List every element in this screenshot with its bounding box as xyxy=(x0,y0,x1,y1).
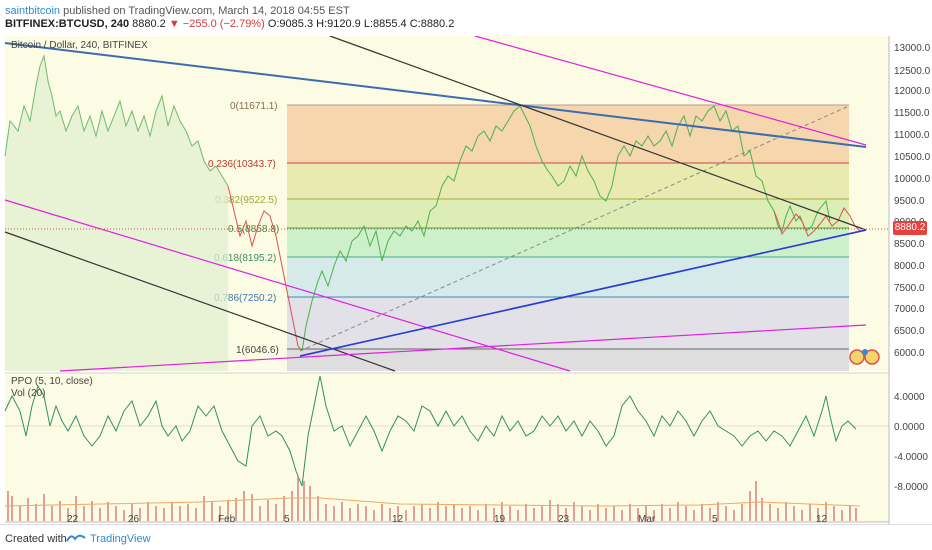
fib-band-786-1 xyxy=(287,297,849,349)
svg-text:11000.0: 11000.0 xyxy=(894,130,930,141)
ppo-pane-bg xyxy=(5,374,889,522)
trendline-magenta-bottom[interactable] xyxy=(59,324,867,372)
svg-text:12500.0: 12500.0 xyxy=(894,66,931,77)
svg-text:5: 5 xyxy=(712,514,718,524)
trendline-black-lower[interactable] xyxy=(4,231,396,372)
volume-bars xyxy=(4,476,861,521)
publish-info: saintbitcoin published on TradingView.co… xyxy=(5,5,350,17)
svg-text:10000.0: 10000.0 xyxy=(894,174,931,185)
change-value: ▼ −255.0 (−2.79%) xyxy=(168,18,265,30)
svg-text:8000.0: 8000.0 xyxy=(894,261,925,272)
svg-text:-4.0000: -4.0000 xyxy=(894,452,928,463)
price-area-fill xyxy=(5,56,228,371)
ohlc-values: O:9085.3 H:9120.9 L:8855.4 C:8880.2 xyxy=(267,18,455,30)
svg-text:12: 12 xyxy=(816,514,828,524)
ppo-pane-title: PPO (5, 10, close) xyxy=(11,376,93,387)
svg-text:5: 5 xyxy=(284,514,290,524)
svg-text:Mar: Mar xyxy=(638,514,656,524)
price-line-recent xyxy=(773,207,861,237)
footer: Created with TradingView xyxy=(0,524,932,550)
fib-label-618: 0.618(8195.2) xyxy=(214,253,276,264)
fib-label-786: 0.786(7250.2) xyxy=(214,293,276,304)
trendline-magenta-upper[interactable] xyxy=(474,36,867,146)
svg-text:22: 22 xyxy=(67,514,79,524)
svg-text:6500.0: 6500.0 xyxy=(894,326,925,337)
published-text: published on TradingView.com, March 14, … xyxy=(63,5,350,17)
svg-text:7500.0: 7500.0 xyxy=(894,283,925,294)
price-line-recovery xyxy=(301,105,831,352)
author-link[interactable]: saintbitcoin xyxy=(5,5,61,17)
fib-band-618-786 xyxy=(287,257,849,297)
trendline-black-upper[interactable] xyxy=(329,36,867,231)
svg-text:13000.0: 13000.0 xyxy=(894,43,931,54)
fib-label-0: 0(11671.1) xyxy=(230,101,278,112)
price-line-early xyxy=(4,54,229,187)
fib-label-1: 1(6046.6) xyxy=(236,345,279,356)
svg-text:7000.0: 7000.0 xyxy=(894,304,925,315)
tradingview-logo-icon[interactable] xyxy=(66,533,86,543)
svg-text:Feb: Feb xyxy=(218,514,236,524)
tradingview-brand-link[interactable]: TradingView xyxy=(90,533,151,545)
chart-area[interactable]: 0(11671.1) 0.236(10343.7) 0.382(9522.5) … xyxy=(0,36,932,524)
svg-text:23: 23 xyxy=(558,514,570,524)
trendline-steel[interactable] xyxy=(4,42,867,148)
fib-band-382-5 xyxy=(287,199,849,228)
fib-band-236-382 xyxy=(287,163,849,199)
last-price-tag: 8880.2 xyxy=(893,221,927,235)
price-line-drop xyxy=(227,185,303,352)
svg-text:6000.0: 6000.0 xyxy=(894,348,925,359)
created-with-label: Created with xyxy=(5,533,67,545)
price-axis[interactable] xyxy=(889,36,932,524)
svg-text:10500.0: 10500.0 xyxy=(894,152,931,163)
vol-pane-title: Vol (20) xyxy=(11,388,46,399)
svg-text:8500.0: 8500.0 xyxy=(894,239,925,250)
svg-text:-8.0000: -8.0000 xyxy=(894,482,928,493)
fib-label-236: 0.236(10343.7) xyxy=(208,159,276,170)
svg-text:26: 26 xyxy=(128,514,140,524)
fib-label-382: 0.382(9522.5) xyxy=(215,195,277,206)
trendline-blue-2[interactable] xyxy=(299,229,867,357)
time-axis-labels: 22 26 Feb 5 12 19 23 Mar 5 12 xyxy=(67,514,828,524)
symbol-quote-line: BITFINEX:BTCUSD, 240 8880.2 ▼ −255.0 (−2… xyxy=(5,18,454,30)
ppo-line xyxy=(4,375,857,487)
trendline-magenta-lower[interactable] xyxy=(4,199,571,372)
main-pane-title: Bitcoin / Dollar, 240, BITFINEX xyxy=(11,40,148,51)
svg-text:9500.0: 9500.0 xyxy=(894,196,925,207)
svg-text:4.0000: 4.0000 xyxy=(894,392,925,403)
svg-text:12: 12 xyxy=(392,514,404,524)
price-axis-labels: 13000.0 12500.0 12000.0 11500.0 11000.0 … xyxy=(894,43,931,359)
ppo-axis-labels: 4.0000 0.0000 -4.0000 -8.0000 xyxy=(894,392,928,493)
symbol-label: BITFINEX:BTCUSD, 240 xyxy=(5,18,130,30)
chart-svg[interactable]: 0(11671.1) 0.236(10343.7) 0.382(9522.5) … xyxy=(0,36,932,524)
svg-text:0.0000: 0.0000 xyxy=(894,422,925,433)
fib-label-5: 0.5(8858.8) xyxy=(228,224,279,235)
close-value: 8880.2 xyxy=(132,18,166,30)
svg-text:19: 19 xyxy=(494,514,506,524)
chart-header: saintbitcoin published on TradingView.co… xyxy=(0,0,932,36)
svg-text:12000.0: 12000.0 xyxy=(894,86,931,97)
fib-band-below xyxy=(287,349,849,371)
chart-widget-icon[interactable] xyxy=(848,346,884,366)
svg-text:11500.0: 11500.0 xyxy=(894,108,930,119)
